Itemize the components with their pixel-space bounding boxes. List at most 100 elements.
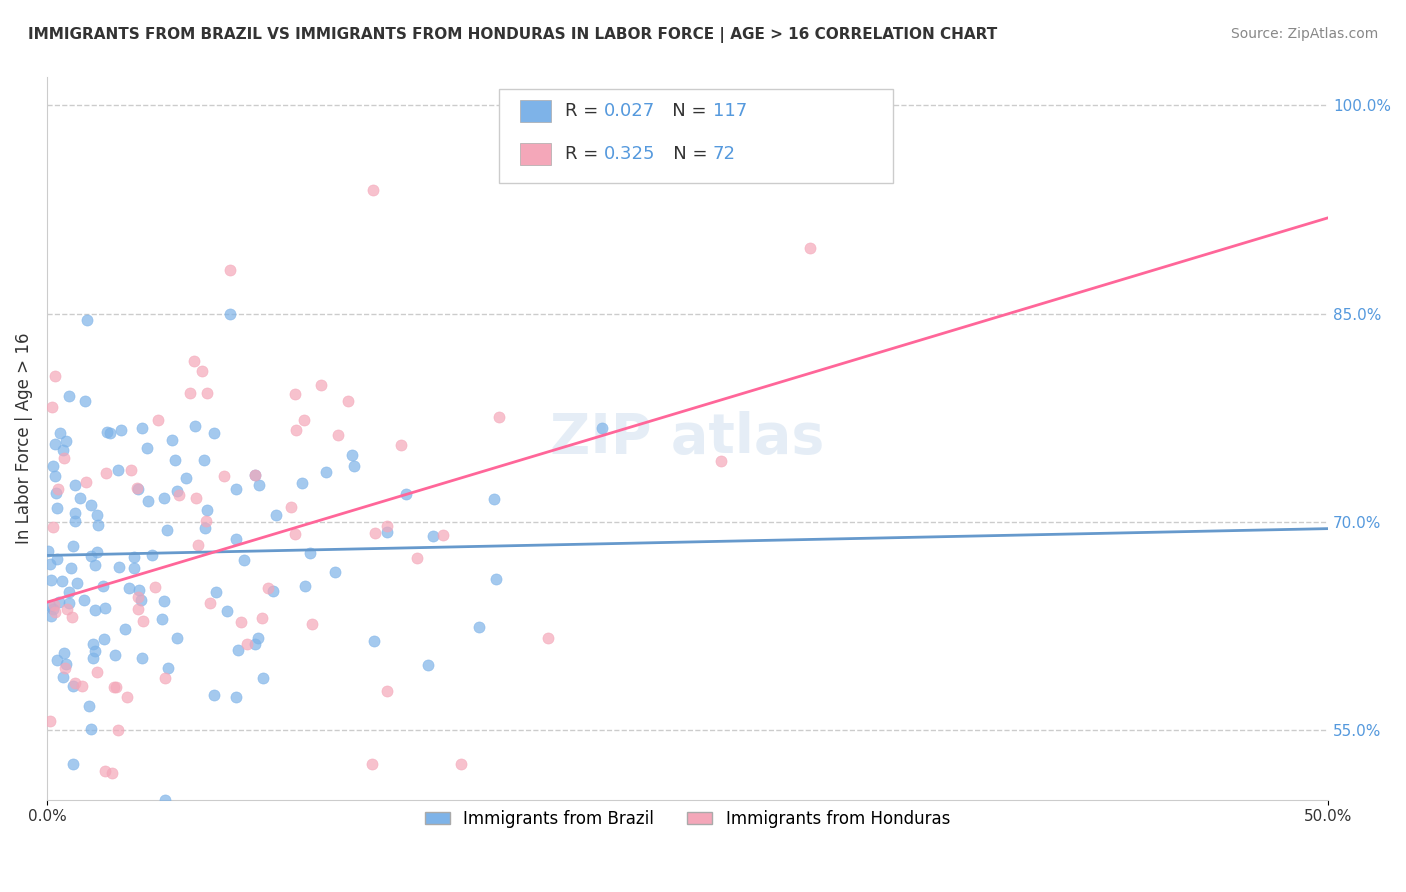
Point bbox=[225, 483, 247, 497]
Point bbox=[337, 394, 360, 409]
Point bbox=[193, 453, 215, 467]
Text: 0.027: 0.027 bbox=[605, 103, 655, 120]
Point bbox=[80, 549, 103, 564]
Point bbox=[94, 600, 117, 615]
Point bbox=[127, 482, 149, 496]
Point bbox=[52, 450, 75, 465]
Point bbox=[136, 494, 159, 508]
Point bbox=[45, 653, 67, 667]
Point bbox=[361, 183, 384, 197]
Point bbox=[325, 566, 347, 580]
Point bbox=[82, 651, 104, 665]
Point bbox=[56, 602, 79, 616]
Point bbox=[63, 676, 86, 690]
Text: 72: 72 bbox=[713, 145, 735, 163]
Point bbox=[42, 520, 65, 534]
Point bbox=[195, 386, 218, 401]
Point bbox=[58, 389, 80, 403]
Point bbox=[166, 631, 188, 645]
Text: 117: 117 bbox=[713, 103, 747, 120]
Point bbox=[148, 413, 170, 427]
Point bbox=[103, 681, 125, 695]
Point bbox=[799, 241, 821, 255]
Point bbox=[432, 528, 454, 542]
Point bbox=[93, 632, 115, 646]
Point bbox=[591, 421, 613, 435]
Point bbox=[537, 631, 560, 645]
Point bbox=[343, 459, 366, 474]
Point bbox=[124, 550, 146, 565]
Point bbox=[247, 632, 270, 646]
Point bbox=[204, 688, 226, 702]
Point bbox=[201, 811, 224, 825]
Point bbox=[96, 425, 118, 440]
Point bbox=[141, 548, 163, 562]
Point bbox=[49, 425, 72, 440]
Point bbox=[226, 642, 249, 657]
Point bbox=[183, 354, 205, 368]
Point bbox=[83, 558, 105, 573]
Point bbox=[44, 437, 66, 451]
Point bbox=[37, 544, 59, 558]
Point bbox=[280, 500, 302, 514]
Point bbox=[252, 671, 274, 685]
Point bbox=[195, 514, 218, 528]
Point bbox=[65, 514, 87, 528]
Point bbox=[80, 722, 103, 736]
Point bbox=[375, 525, 398, 540]
Point bbox=[468, 619, 491, 633]
Point bbox=[84, 603, 107, 617]
Point bbox=[39, 557, 62, 571]
Point bbox=[115, 690, 138, 704]
Point bbox=[361, 757, 384, 772]
Point bbox=[82, 637, 104, 651]
Point bbox=[38, 599, 60, 614]
Point bbox=[127, 602, 149, 616]
Point bbox=[87, 517, 110, 532]
Point bbox=[671, 140, 693, 154]
Point bbox=[710, 454, 733, 468]
Point bbox=[108, 560, 131, 574]
Point bbox=[59, 561, 82, 575]
Text: IMMIGRANTS FROM BRAZIL VS IMMIGRANTS FROM HONDURAS IN LABOR FORCE | AGE > 16 COR: IMMIGRANTS FROM BRAZIL VS IMMIGRANTS FRO… bbox=[28, 27, 997, 43]
Point bbox=[62, 539, 84, 553]
Point bbox=[484, 491, 506, 506]
Point bbox=[143, 580, 166, 594]
Point bbox=[152, 594, 174, 608]
Point bbox=[422, 529, 444, 543]
Point bbox=[69, 491, 91, 505]
Point bbox=[232, 553, 254, 567]
Point bbox=[75, 475, 97, 490]
Point bbox=[44, 486, 66, 500]
Point bbox=[42, 459, 65, 474]
Y-axis label: In Labor Force | Age > 16: In Labor Force | Age > 16 bbox=[15, 333, 32, 544]
Text: 0.325: 0.325 bbox=[605, 145, 655, 163]
Point bbox=[250, 610, 273, 624]
Legend: Immigrants from Brazil, Immigrants from Honduras: Immigrants from Brazil, Immigrants from … bbox=[418, 803, 957, 835]
Point bbox=[292, 413, 315, 427]
Point bbox=[80, 498, 103, 512]
Point bbox=[377, 518, 399, 533]
Point bbox=[165, 453, 187, 467]
Text: N =: N = bbox=[655, 103, 713, 120]
Point bbox=[291, 476, 314, 491]
Point bbox=[128, 582, 150, 597]
Point bbox=[42, 602, 65, 616]
Point bbox=[264, 508, 287, 522]
Point bbox=[488, 410, 510, 425]
Point bbox=[131, 421, 153, 435]
Point bbox=[150, 612, 173, 626]
Point bbox=[94, 764, 117, 779]
Point bbox=[63, 506, 86, 520]
Text: Source: ZipAtlas.com: Source: ZipAtlas.com bbox=[1230, 27, 1378, 41]
Point bbox=[285, 423, 308, 437]
Text: R =: R = bbox=[565, 103, 605, 120]
Point bbox=[225, 532, 247, 546]
Point bbox=[136, 442, 159, 456]
Point bbox=[45, 500, 67, 515]
Point bbox=[48, 595, 70, 609]
Point bbox=[212, 468, 235, 483]
Point bbox=[38, 714, 60, 728]
Point bbox=[326, 428, 349, 442]
Point bbox=[200, 596, 222, 610]
